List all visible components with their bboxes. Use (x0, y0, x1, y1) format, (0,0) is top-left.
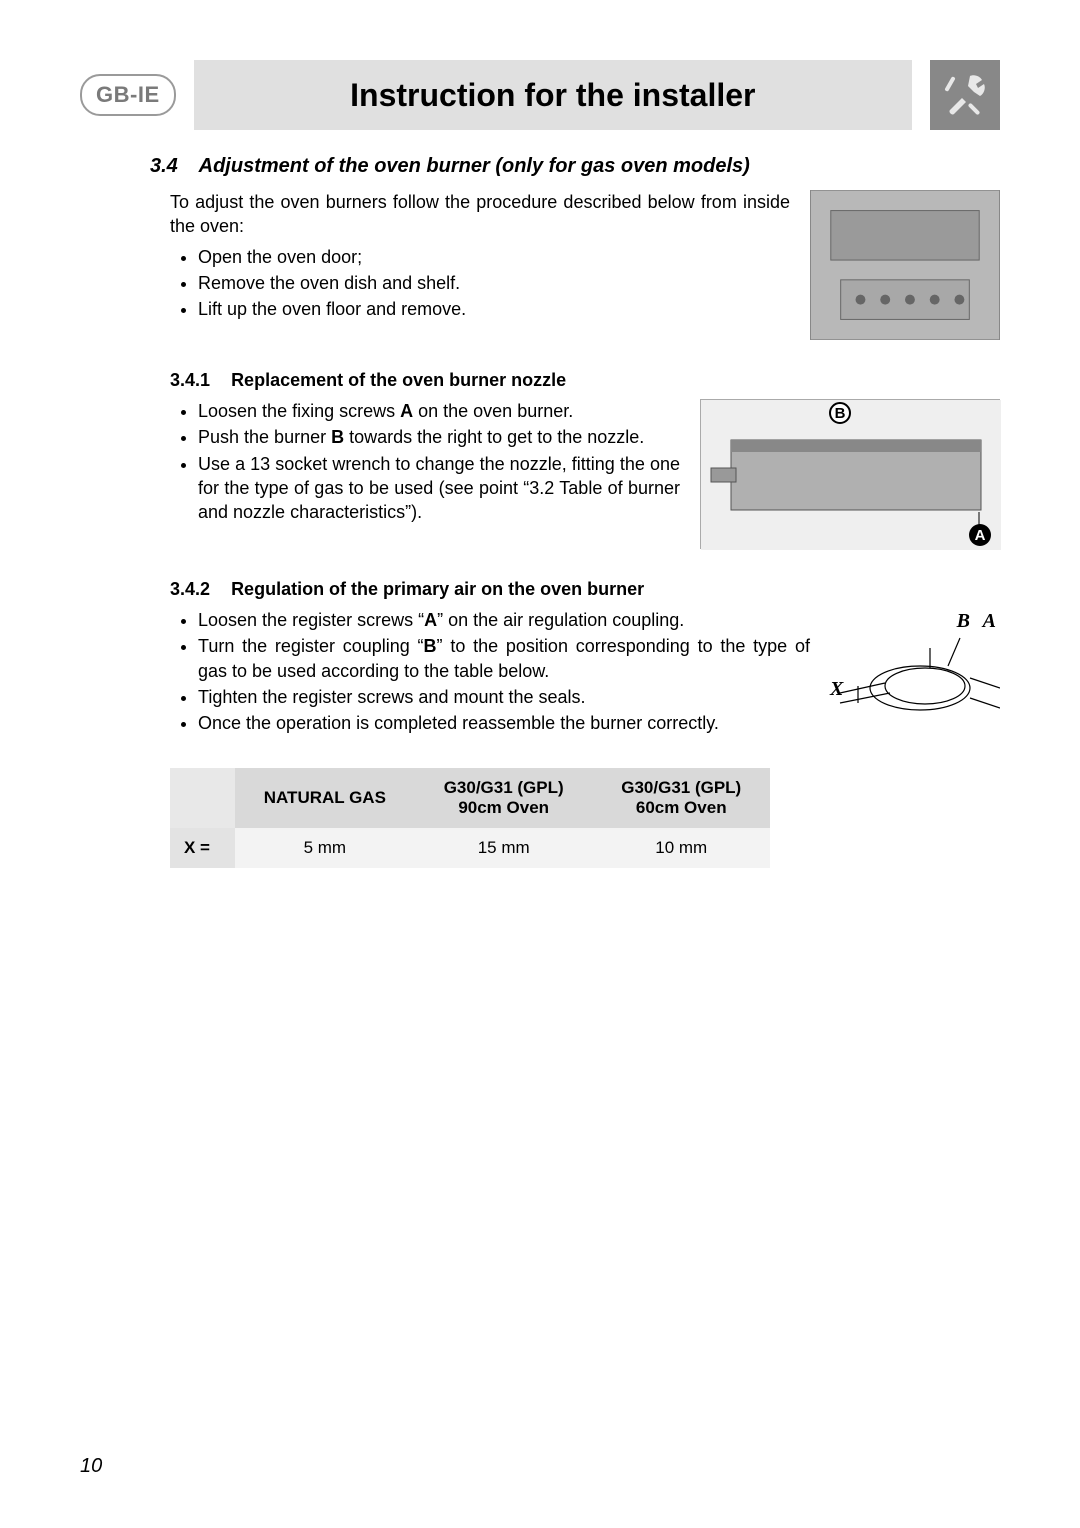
diagram-label-a: A (969, 524, 991, 546)
list-item: Once the operation is completed reassemb… (198, 711, 810, 735)
list-item: Loosen the register screws “A” on the ai… (198, 608, 810, 632)
table-cell: 15 mm (415, 828, 593, 868)
table-header: G30/G31 (GPL) 90cm Oven (415, 768, 593, 828)
list-item: Push the burner B towards the right to g… (198, 425, 680, 449)
subsection-2-block: Loosen the register screws “A” on the ai… (170, 608, 1000, 738)
intro-paragraph: To adjust the oven burners follow the pr… (170, 190, 790, 239)
intro-bullet-list: Open the oven door; Remove the oven dish… (170, 245, 790, 322)
intro-text: To adjust the oven burners follow the pr… (170, 190, 790, 323)
table-header: G30/G31 (GPL) 60cm Oven (592, 768, 770, 828)
subsection-1-text: Loosen the fixing screws A on the oven b… (170, 399, 680, 526)
air-regulation-diagram: B A X (830, 608, 1000, 738)
title-bar: Instruction for the installer (194, 60, 912, 130)
subsection-title: Replacement of the oven burner nozzle (231, 370, 566, 390)
list-item: Turn the register coupling “B” to the po… (198, 634, 810, 683)
burner-diagram: B A (700, 399, 1000, 549)
section-number: 3.4 (150, 155, 178, 177)
diagram-label-b: B (957, 610, 970, 633)
table-cell: 5 mm (235, 828, 415, 868)
section-heading: 3.4 Adjustment of the oven burner (only … (150, 155, 1000, 178)
tools-icon (930, 60, 1000, 130)
oven-interior-photo (810, 190, 1000, 340)
table-row: X = 5 mm 15 mm 10 mm (170, 828, 770, 868)
subsection-heading: 3.4.1 Replacement of the oven burner noz… (170, 370, 1000, 391)
diagram-label-a: A (983, 610, 996, 633)
intro-block: To adjust the oven burners follow the pr… (170, 190, 1000, 340)
table-header: NATURAL GAS (235, 768, 415, 828)
list-item: Open the oven door; (198, 245, 790, 269)
table-header-blank (170, 768, 235, 828)
page-title: Instruction for the installer (350, 77, 755, 114)
language-badge: GB-IE (80, 74, 176, 116)
list-item: Remove the oven dish and shelf. (198, 271, 790, 295)
subsection-2-text: Loosen the register screws “A” on the ai… (170, 608, 810, 737)
list-item: Use a 13 socket wrench to change the noz… (198, 452, 680, 525)
list-item: Tighten the register screws and mount th… (198, 685, 810, 709)
table-row-label: X = (170, 828, 235, 868)
section-title: Adjustment of the oven burner (only for … (199, 155, 750, 177)
subsection-number: 3.4.1 (170, 370, 210, 390)
subsection-heading: 3.4.2 Regulation of the primary air on t… (170, 579, 1000, 600)
page-number: 10 (80, 1455, 102, 1478)
air-regulation-table: NATURAL GAS G30/G31 (GPL) 90cm Oven G30/… (170, 768, 770, 868)
subsection-1-block: Loosen the fixing screws A on the oven b… (170, 399, 1000, 549)
list-item: Lift up the oven floor and remove. (198, 297, 790, 321)
diagram-label-b: B (829, 402, 851, 424)
list-item: Loosen the fixing screws A on the oven b… (198, 399, 680, 423)
subsection-title: Regulation of the primary air on the ove… (231, 579, 644, 599)
page-header: GB-IE Instruction for the installer (80, 60, 1000, 130)
subsection-number: 3.4.2 (170, 579, 210, 599)
diagram-label-x: X (830, 678, 843, 701)
table-cell: 10 mm (592, 828, 770, 868)
